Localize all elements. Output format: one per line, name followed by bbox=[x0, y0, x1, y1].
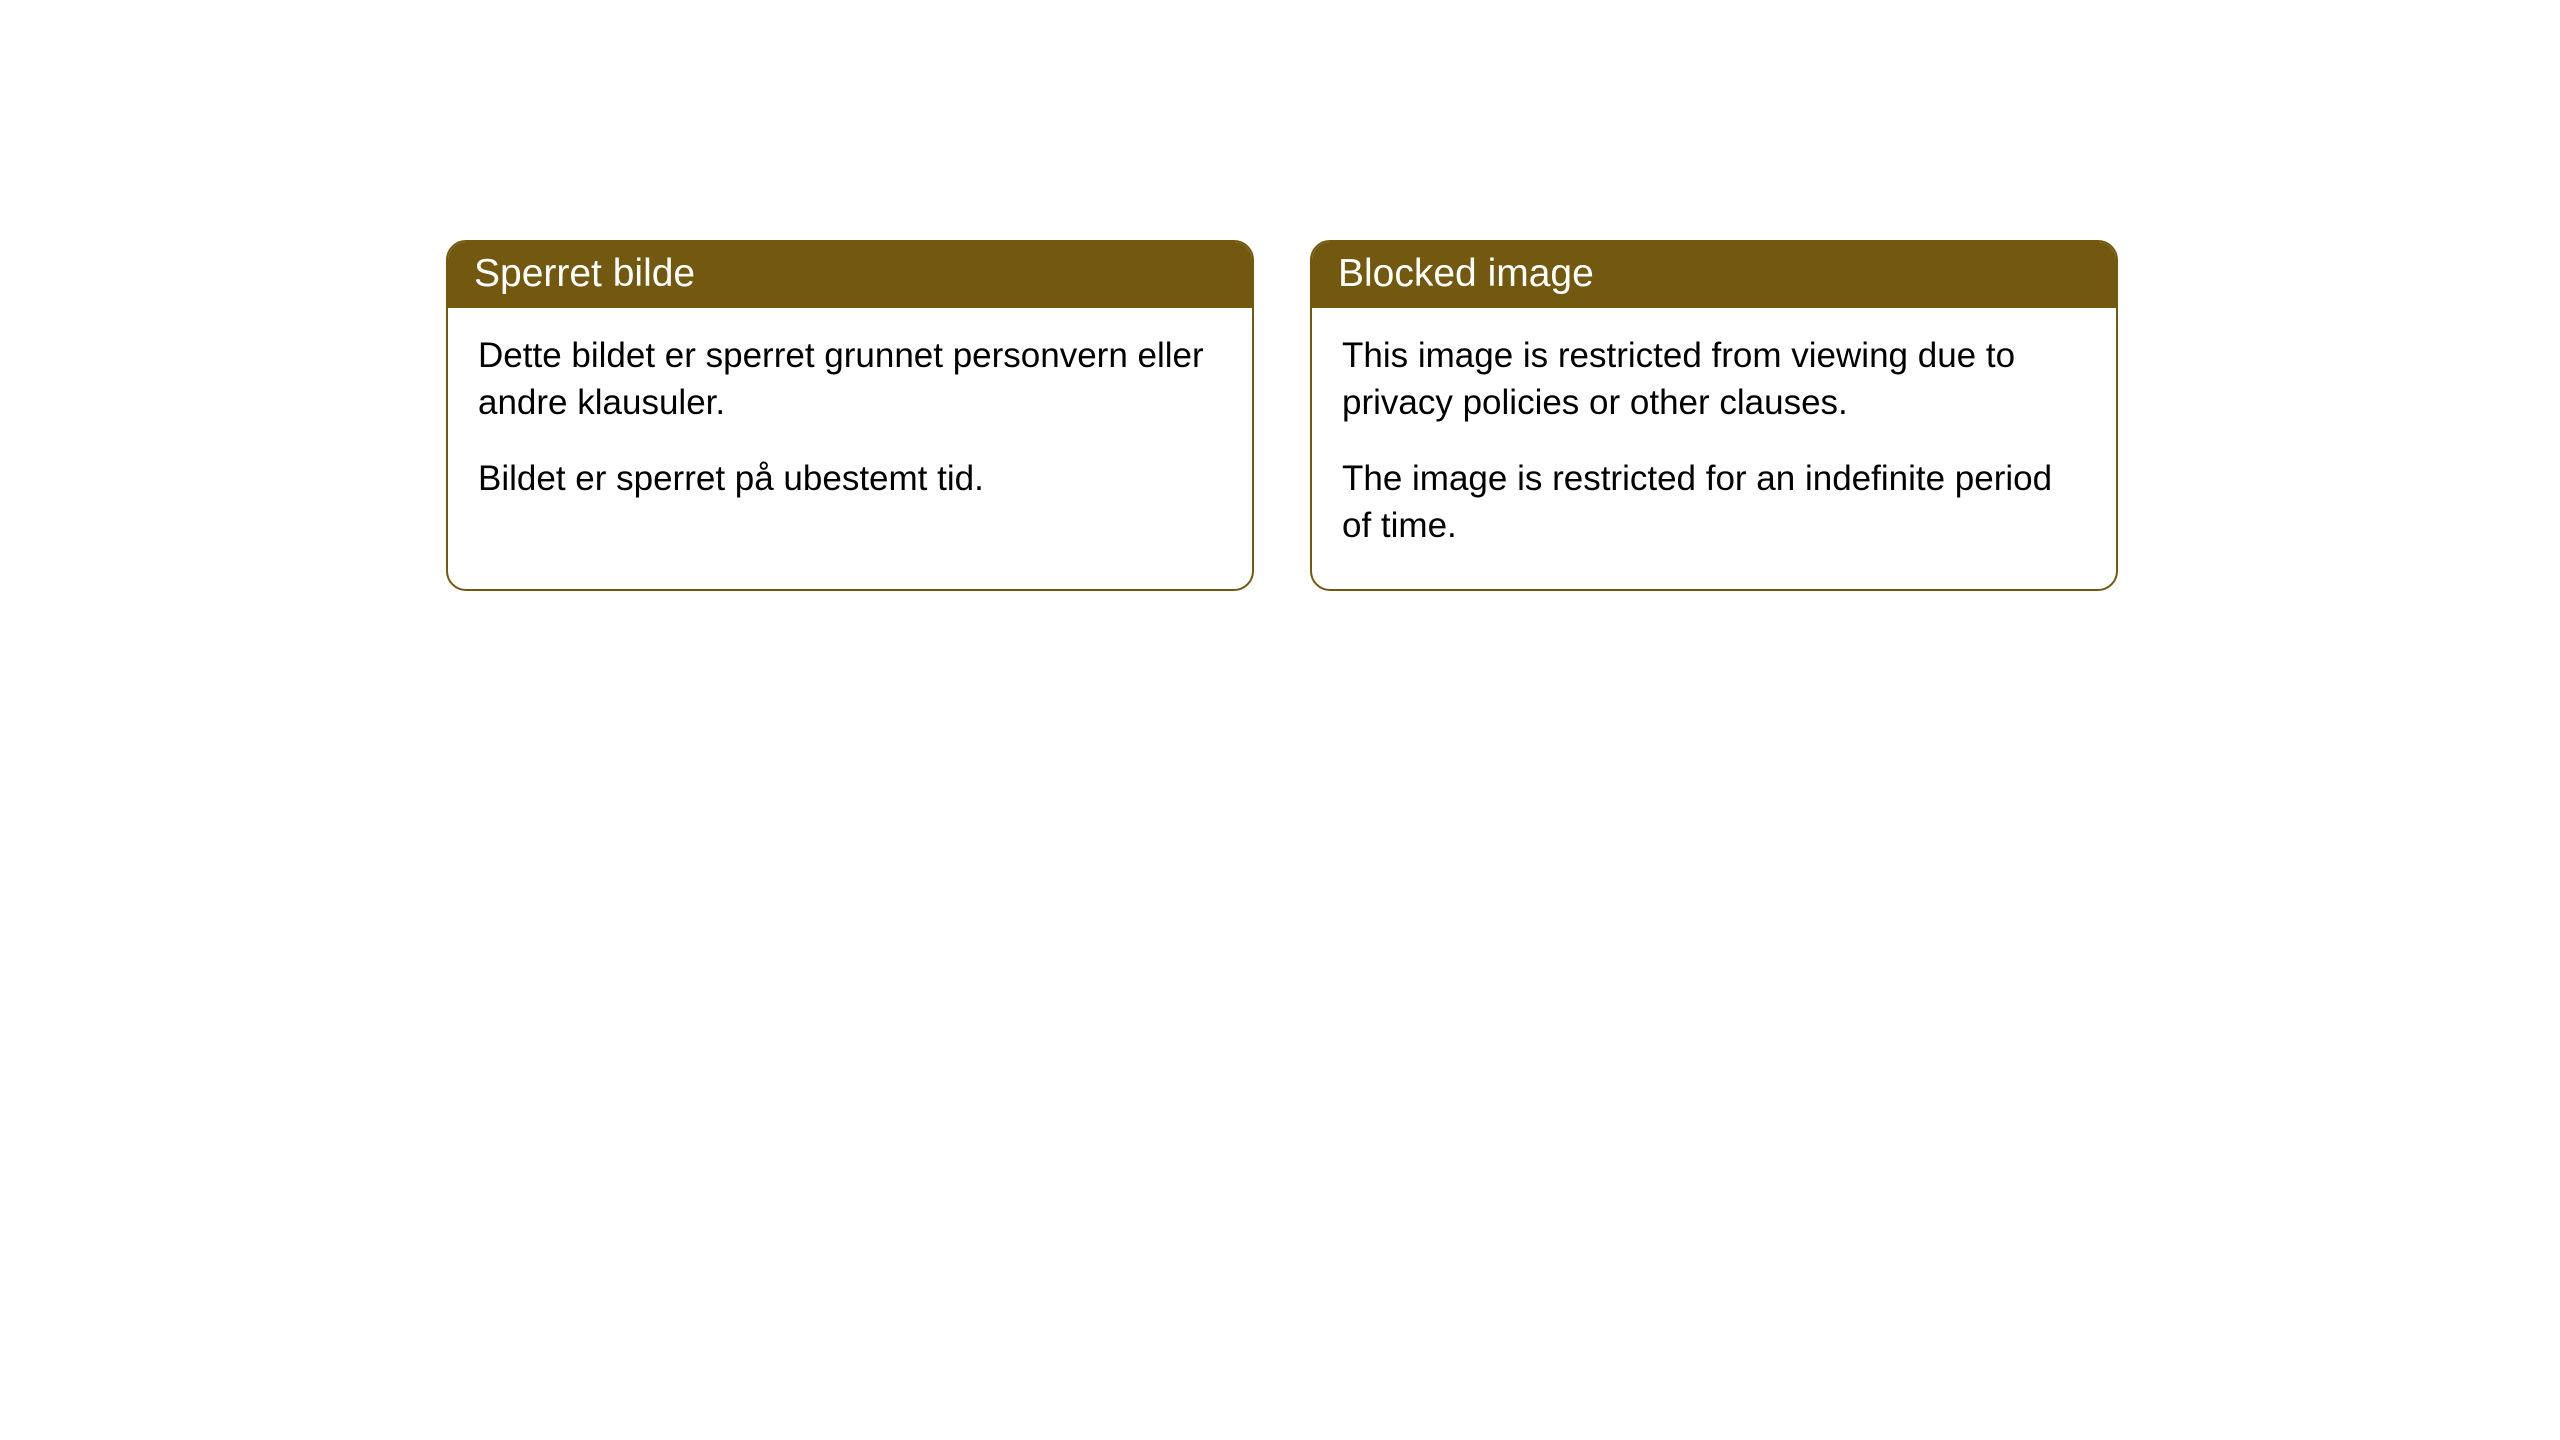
notice-cards-container: Sperret bilde Dette bildet er sperret gr… bbox=[446, 240, 2118, 591]
notice-card-norwegian: Sperret bilde Dette bildet er sperret gr… bbox=[446, 240, 1254, 591]
card-body: This image is restricted from viewing du… bbox=[1312, 308, 2116, 589]
card-paragraph: Dette bildet er sperret grunnet personve… bbox=[478, 332, 1222, 427]
card-paragraph: Bildet er sperret på ubestemt tid. bbox=[478, 455, 1222, 502]
card-paragraph: This image is restricted from viewing du… bbox=[1342, 332, 2086, 427]
card-paragraph: The image is restricted for an indefinit… bbox=[1342, 455, 2086, 550]
card-header: Sperret bilde bbox=[448, 242, 1252, 308]
card-title: Sperret bilde bbox=[474, 252, 695, 295]
card-header: Blocked image bbox=[1312, 242, 2116, 308]
card-title: Blocked image bbox=[1338, 252, 1594, 295]
notice-card-english: Blocked image This image is restricted f… bbox=[1310, 240, 2118, 591]
card-body: Dette bildet er sperret grunnet personve… bbox=[448, 308, 1252, 542]
